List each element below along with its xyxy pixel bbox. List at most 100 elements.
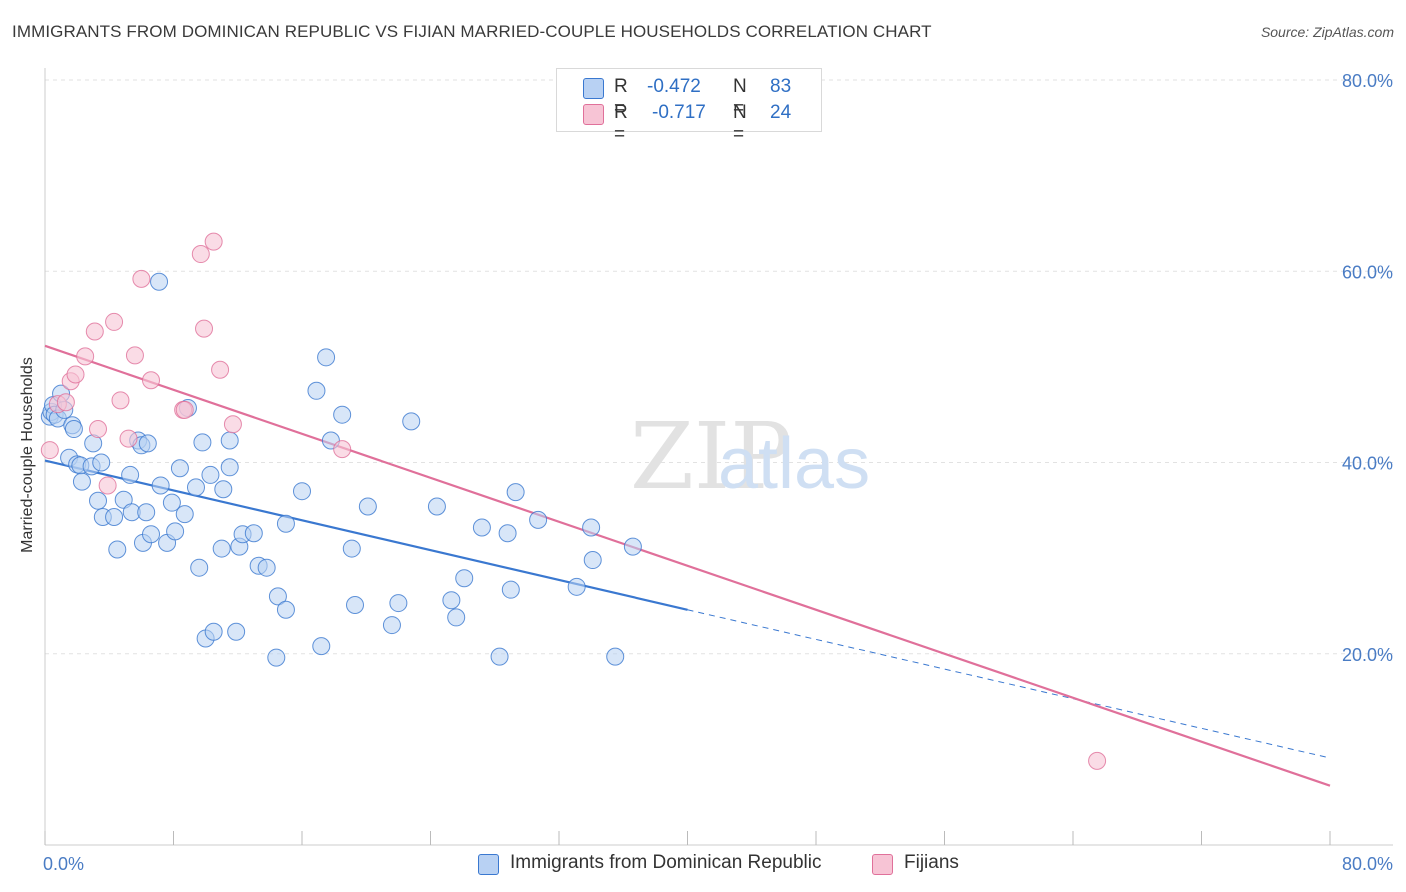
data-point-dominican (623, 537, 642, 556)
data-point-dominican (268, 587, 287, 606)
data-point-dominican (276, 600, 295, 619)
data-point-dominican (138, 434, 157, 453)
legend-n-label: N = (733, 102, 747, 145)
data-point-dominican (276, 514, 295, 533)
data-point-dominican (267, 648, 286, 667)
data-point-dominican (150, 272, 169, 291)
data-point-dominican (214, 480, 233, 499)
data-point-dominican (142, 525, 161, 544)
legend-n-value: 83 (770, 76, 792, 97)
legend-r-label: R = (614, 76, 628, 119)
data-point-dominican (89, 491, 108, 510)
data-point-dominican (162, 493, 181, 512)
data-point-dominican (220, 458, 239, 477)
legend-r-label: R = (614, 102, 628, 145)
data-point-fijian (1088, 751, 1107, 770)
data-point-fijian (105, 312, 124, 331)
data-point-fijian (223, 415, 242, 434)
data-point-fijian (132, 269, 151, 288)
bottom-legend-label: Immigrants from Dominican Republic (510, 852, 822, 873)
data-point-dominican (472, 518, 491, 537)
data-point-dominican (346, 595, 365, 614)
y-tick-label: 80.0% (1342, 71, 1393, 91)
data-point-dominican (427, 497, 446, 516)
data-point-dominican (317, 348, 336, 367)
data-point-dominican (293, 482, 311, 501)
bottom-legend-label: Fijians (904, 852, 959, 873)
data-point-dominican (166, 522, 185, 541)
data-point-fijian (89, 420, 108, 439)
legend-r-value: -0.472 (647, 76, 701, 97)
data-point-fijian (76, 347, 95, 366)
data-point-dominican (333, 405, 352, 424)
data-point-dominican (151, 476, 170, 495)
data-point-dominican (137, 503, 156, 522)
data-point-fijian (125, 346, 144, 365)
data-point-dominican (170, 459, 189, 478)
y-tick-label: 40.0% (1342, 454, 1393, 474)
legend-swatch-blue (478, 854, 499, 875)
data-point-dominican (490, 647, 509, 666)
data-point-dominican (105, 508, 124, 527)
data-point-fijian (98, 476, 117, 495)
data-point-dominican (307, 381, 326, 400)
data-point-fijian (211, 360, 230, 379)
data-point-dominican (382, 616, 401, 635)
watermark-atlas: atlas (718, 424, 870, 504)
source-label[interactable]: Source: ZipAtlas.com (1260, 24, 1394, 40)
watermark: ZIP atlas (630, 403, 870, 510)
data-point-dominican (212, 539, 231, 558)
legend-swatch-blue (583, 78, 604, 99)
data-point-fijian (56, 393, 75, 412)
data-points (40, 232, 1107, 770)
data-point-dominican (529, 510, 548, 529)
data-point-dominican (501, 580, 520, 599)
correlation-legend: R = -0.472 N = 83 R = -0.717 N = 24 (556, 68, 822, 145)
data-point-fijian (85, 322, 104, 341)
data-point-fijian (333, 440, 352, 459)
data-point-dominican (498, 524, 517, 543)
data-point-dominican (342, 539, 361, 558)
data-point-dominican (583, 551, 602, 570)
data-point-dominican (108, 540, 127, 559)
data-point-dominican (175, 505, 194, 524)
gridlines (45, 79, 1393, 655)
data-point-fijian (40, 441, 59, 460)
data-point-fijian (175, 400, 194, 419)
legend-n-value: 24 (770, 102, 792, 123)
data-point-dominican (64, 420, 83, 439)
data-point-dominican (455, 569, 474, 588)
legend-swatch-pink (583, 104, 604, 125)
data-point-fijian (195, 319, 214, 338)
data-point-dominican (186, 478, 205, 497)
data-point-dominican (442, 591, 461, 610)
data-point-dominican (312, 637, 331, 656)
legend-r-value: -0.717 (652, 102, 706, 123)
data-point-dominican (447, 608, 466, 627)
data-point-dominican (244, 524, 263, 543)
data-point-dominican (606, 647, 625, 666)
y-tick-label: 60.0% (1342, 262, 1393, 282)
x-tick-label: 0.0% (43, 854, 84, 874)
data-point-dominican (402, 412, 421, 431)
y-axis-label: Married-couple Households (19, 357, 36, 553)
data-point-fijian (66, 365, 85, 384)
data-point-fijian (142, 371, 161, 390)
trendline (44, 344, 1331, 787)
tick-labels: 20.0% 40.0% 60.0% 80.0% 0.0% 80.0% (43, 71, 1393, 874)
x-tick-label: 80.0% (1342, 854, 1393, 874)
data-point-dominican (190, 558, 209, 577)
legend-n-label: N = (733, 76, 747, 119)
data-point-dominican (121, 465, 140, 484)
data-point-fijian (204, 232, 223, 251)
data-point-dominican (72, 472, 91, 491)
data-point-dominican (257, 558, 276, 577)
data-point-dominican (227, 622, 246, 641)
data-point-fijian (111, 391, 130, 410)
data-point-dominican (204, 622, 223, 641)
data-point-dominican (389, 594, 408, 613)
data-point-dominican (506, 483, 525, 502)
data-point-dominican (220, 431, 239, 450)
y-tick-label: 20.0% (1342, 645, 1393, 665)
